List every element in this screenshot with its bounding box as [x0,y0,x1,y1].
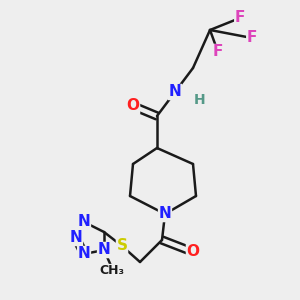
Text: F: F [213,44,223,59]
Text: N: N [78,214,90,230]
Text: F: F [247,31,257,46]
Text: N: N [98,242,110,257]
Text: N: N [169,85,182,100]
Text: N: N [78,247,90,262]
Text: S: S [116,238,128,253]
Text: CH₃: CH₃ [100,265,124,278]
Text: O: O [187,244,200,260]
Text: N: N [70,230,83,245]
Text: O: O [127,98,140,113]
Text: N: N [159,206,171,221]
Text: H: H [194,93,206,107]
Text: F: F [235,11,245,26]
